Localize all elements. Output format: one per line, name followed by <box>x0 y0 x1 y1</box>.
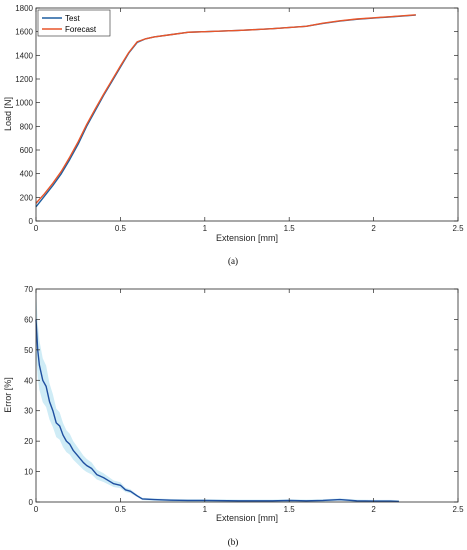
y-tick-label: 0 <box>29 498 34 507</box>
x-tick-label: 0.5 <box>115 505 127 514</box>
chart-b-y-ticks: 0 10 20 30 40 50 60 70 <box>24 285 458 507</box>
y-tick-label: 10 <box>24 468 33 477</box>
series-band <box>36 289 399 502</box>
x-tick-label: 2.5 <box>452 224 464 233</box>
chart-a-x-axis-label: Extension [mm] <box>216 233 278 243</box>
chart-b-x-ticks: 0 0.5 1 1.5 2 2.5 <box>34 289 464 514</box>
chart-a-y-ticks: 0 200 400 600 800 1000 1200 1400 1600 1800 <box>15 4 458 226</box>
y-tick-label: 40 <box>24 376 33 385</box>
y-tick-label: 1400 <box>15 51 33 60</box>
legend-label-forecast: Forecast <box>65 25 97 34</box>
x-tick-label: 1 <box>203 224 208 233</box>
y-tick-label: 1800 <box>15 4 33 13</box>
chart-b: 0 0.5 1 1.5 2 2.5 0 10 20 30 40 50 60 70 Extension [… <box>3 285 464 547</box>
series-line-test <box>35 14 416 208</box>
y-tick-label: 800 <box>20 122 34 131</box>
chart-b-marks <box>35 289 399 503</box>
y-tick-label: 600 <box>20 146 34 155</box>
y-tick-label: 200 <box>20 193 34 202</box>
chart-a-y-axis-label: Load [N] <box>3 97 13 131</box>
chart-b-y-axis-label: Error [%] <box>3 377 13 413</box>
chart-a-legend: Test Forecast <box>37 9 111 37</box>
chart-b-caption: (b) <box>228 537 239 547</box>
x-tick-label: 1.5 <box>284 224 296 233</box>
y-tick-label: 20 <box>24 437 33 446</box>
series-line-error <box>35 319 399 503</box>
y-tick-label: 400 <box>20 170 34 179</box>
y-tick-label: 1200 <box>15 75 33 84</box>
legend-label-test: Test <box>65 14 80 23</box>
x-tick-label: 1.5 <box>284 505 296 514</box>
chart-a-caption: (a) <box>228 256 238 266</box>
x-tick-label: 0.5 <box>115 224 127 233</box>
series-line-forecast <box>35 14 416 204</box>
x-tick-label: 2 <box>371 505 376 514</box>
x-tick-label: 1 <box>203 505 208 514</box>
chart-a-x-ticks: 0 0.5 1 1.5 2 2.5 <box>34 8 464 233</box>
chart-a-marks <box>35 14 416 208</box>
x-tick-label: 2 <box>371 224 376 233</box>
x-tick-label: 2.5 <box>452 505 464 514</box>
x-tick-label: 0 <box>34 224 39 233</box>
chart-a-plot-frame <box>35 7 459 222</box>
chart-a: 0 0.5 1 1.5 2 2.5 0 200 400 600 800 1000 1200 1400 16… <box>3 4 464 266</box>
chart-b-plot-frame <box>35 288 459 503</box>
y-tick-label: 50 <box>24 346 33 355</box>
y-tick-label: 60 <box>24 315 33 324</box>
y-tick-label: 0 <box>29 217 34 226</box>
y-tick-label: 1600 <box>15 28 33 37</box>
chart-b-x-axis-label: Extension [mm] <box>216 513 278 523</box>
y-tick-label: 1000 <box>15 99 33 108</box>
legend-box <box>37 9 111 37</box>
x-tick-label: 0 <box>34 505 39 514</box>
y-tick-label: 30 <box>24 407 33 416</box>
y-tick-label: 70 <box>24 285 33 294</box>
